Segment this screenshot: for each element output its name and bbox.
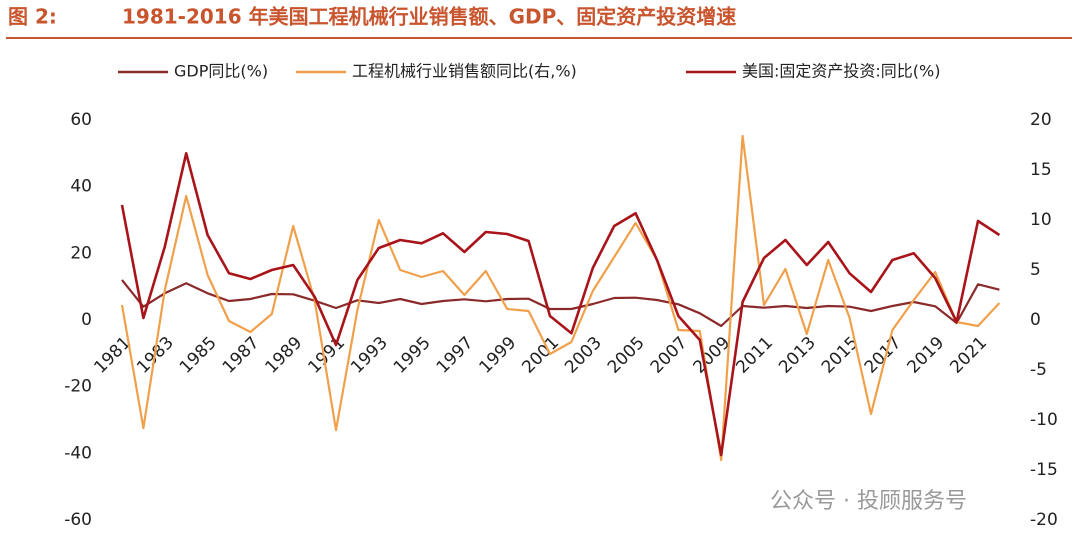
x-tick-label: 1989 bbox=[262, 333, 307, 378]
y-tick-label: -60 bbox=[64, 510, 92, 530]
x-tick-label: 1993 bbox=[347, 333, 392, 378]
y2-tick-label: -5 bbox=[1030, 360, 1047, 380]
y2-tick-label: 20 bbox=[1030, 110, 1052, 130]
x-tick-label: 1995 bbox=[390, 333, 435, 378]
legend-label: 工程机械行业销售额同比(右,%) bbox=[352, 62, 577, 81]
series-line bbox=[121, 279, 1000, 328]
x-tick-label: 2021 bbox=[946, 333, 991, 378]
y-tick-label: -40 bbox=[64, 443, 92, 463]
x-tick-label: 2003 bbox=[561, 333, 606, 378]
watermark: 公众号 · 投顾服务号 bbox=[770, 489, 967, 514]
y2-tick-label: 5 bbox=[1030, 260, 1041, 280]
x-tick-label: 1985 bbox=[176, 333, 221, 378]
x-tick-label: 2007 bbox=[647, 333, 692, 378]
y2-tick-label: -15 bbox=[1030, 460, 1058, 480]
x-tick-label: 1997 bbox=[433, 333, 478, 378]
x-tick-label: 2013 bbox=[775, 333, 820, 378]
y2-tick-label: -10 bbox=[1030, 410, 1058, 430]
figure-label: 图 2: bbox=[8, 5, 57, 29]
x-tick-label: 2001 bbox=[518, 333, 563, 378]
y-tick-label: 0 bbox=[81, 310, 92, 330]
x-tick-label: 2015 bbox=[818, 333, 863, 378]
y2-tick-label: 15 bbox=[1030, 160, 1052, 180]
x-tick-label: 2005 bbox=[604, 333, 649, 378]
y-tick-label: -20 bbox=[64, 377, 92, 397]
legend-label: GDP同比(%) bbox=[174, 62, 268, 81]
y2-tick-label: -20 bbox=[1030, 510, 1058, 530]
x-tick-label: 1987 bbox=[219, 333, 264, 378]
x-tick-label: 1999 bbox=[476, 333, 521, 378]
x-tick-label: 2011 bbox=[732, 333, 777, 378]
y-tick-label: 40 bbox=[70, 177, 92, 197]
y2-tick-label: 0 bbox=[1030, 310, 1041, 330]
series-line bbox=[120, 152, 1001, 457]
legend-label: 美国:固定资产投资:同比(%) bbox=[742, 62, 940, 81]
y-tick-label: 20 bbox=[70, 243, 92, 263]
y-tick-label: 60 bbox=[70, 110, 92, 130]
chart-title: 1981-2016 年美国工程机械行业销售额、GDP、固定资产投资增速 bbox=[122, 5, 736, 29]
series-line bbox=[120, 134, 1001, 462]
x-tick-label: 2017 bbox=[861, 333, 906, 378]
y2-tick-label: 10 bbox=[1030, 210, 1052, 230]
x-tick-label: 2019 bbox=[904, 333, 949, 378]
